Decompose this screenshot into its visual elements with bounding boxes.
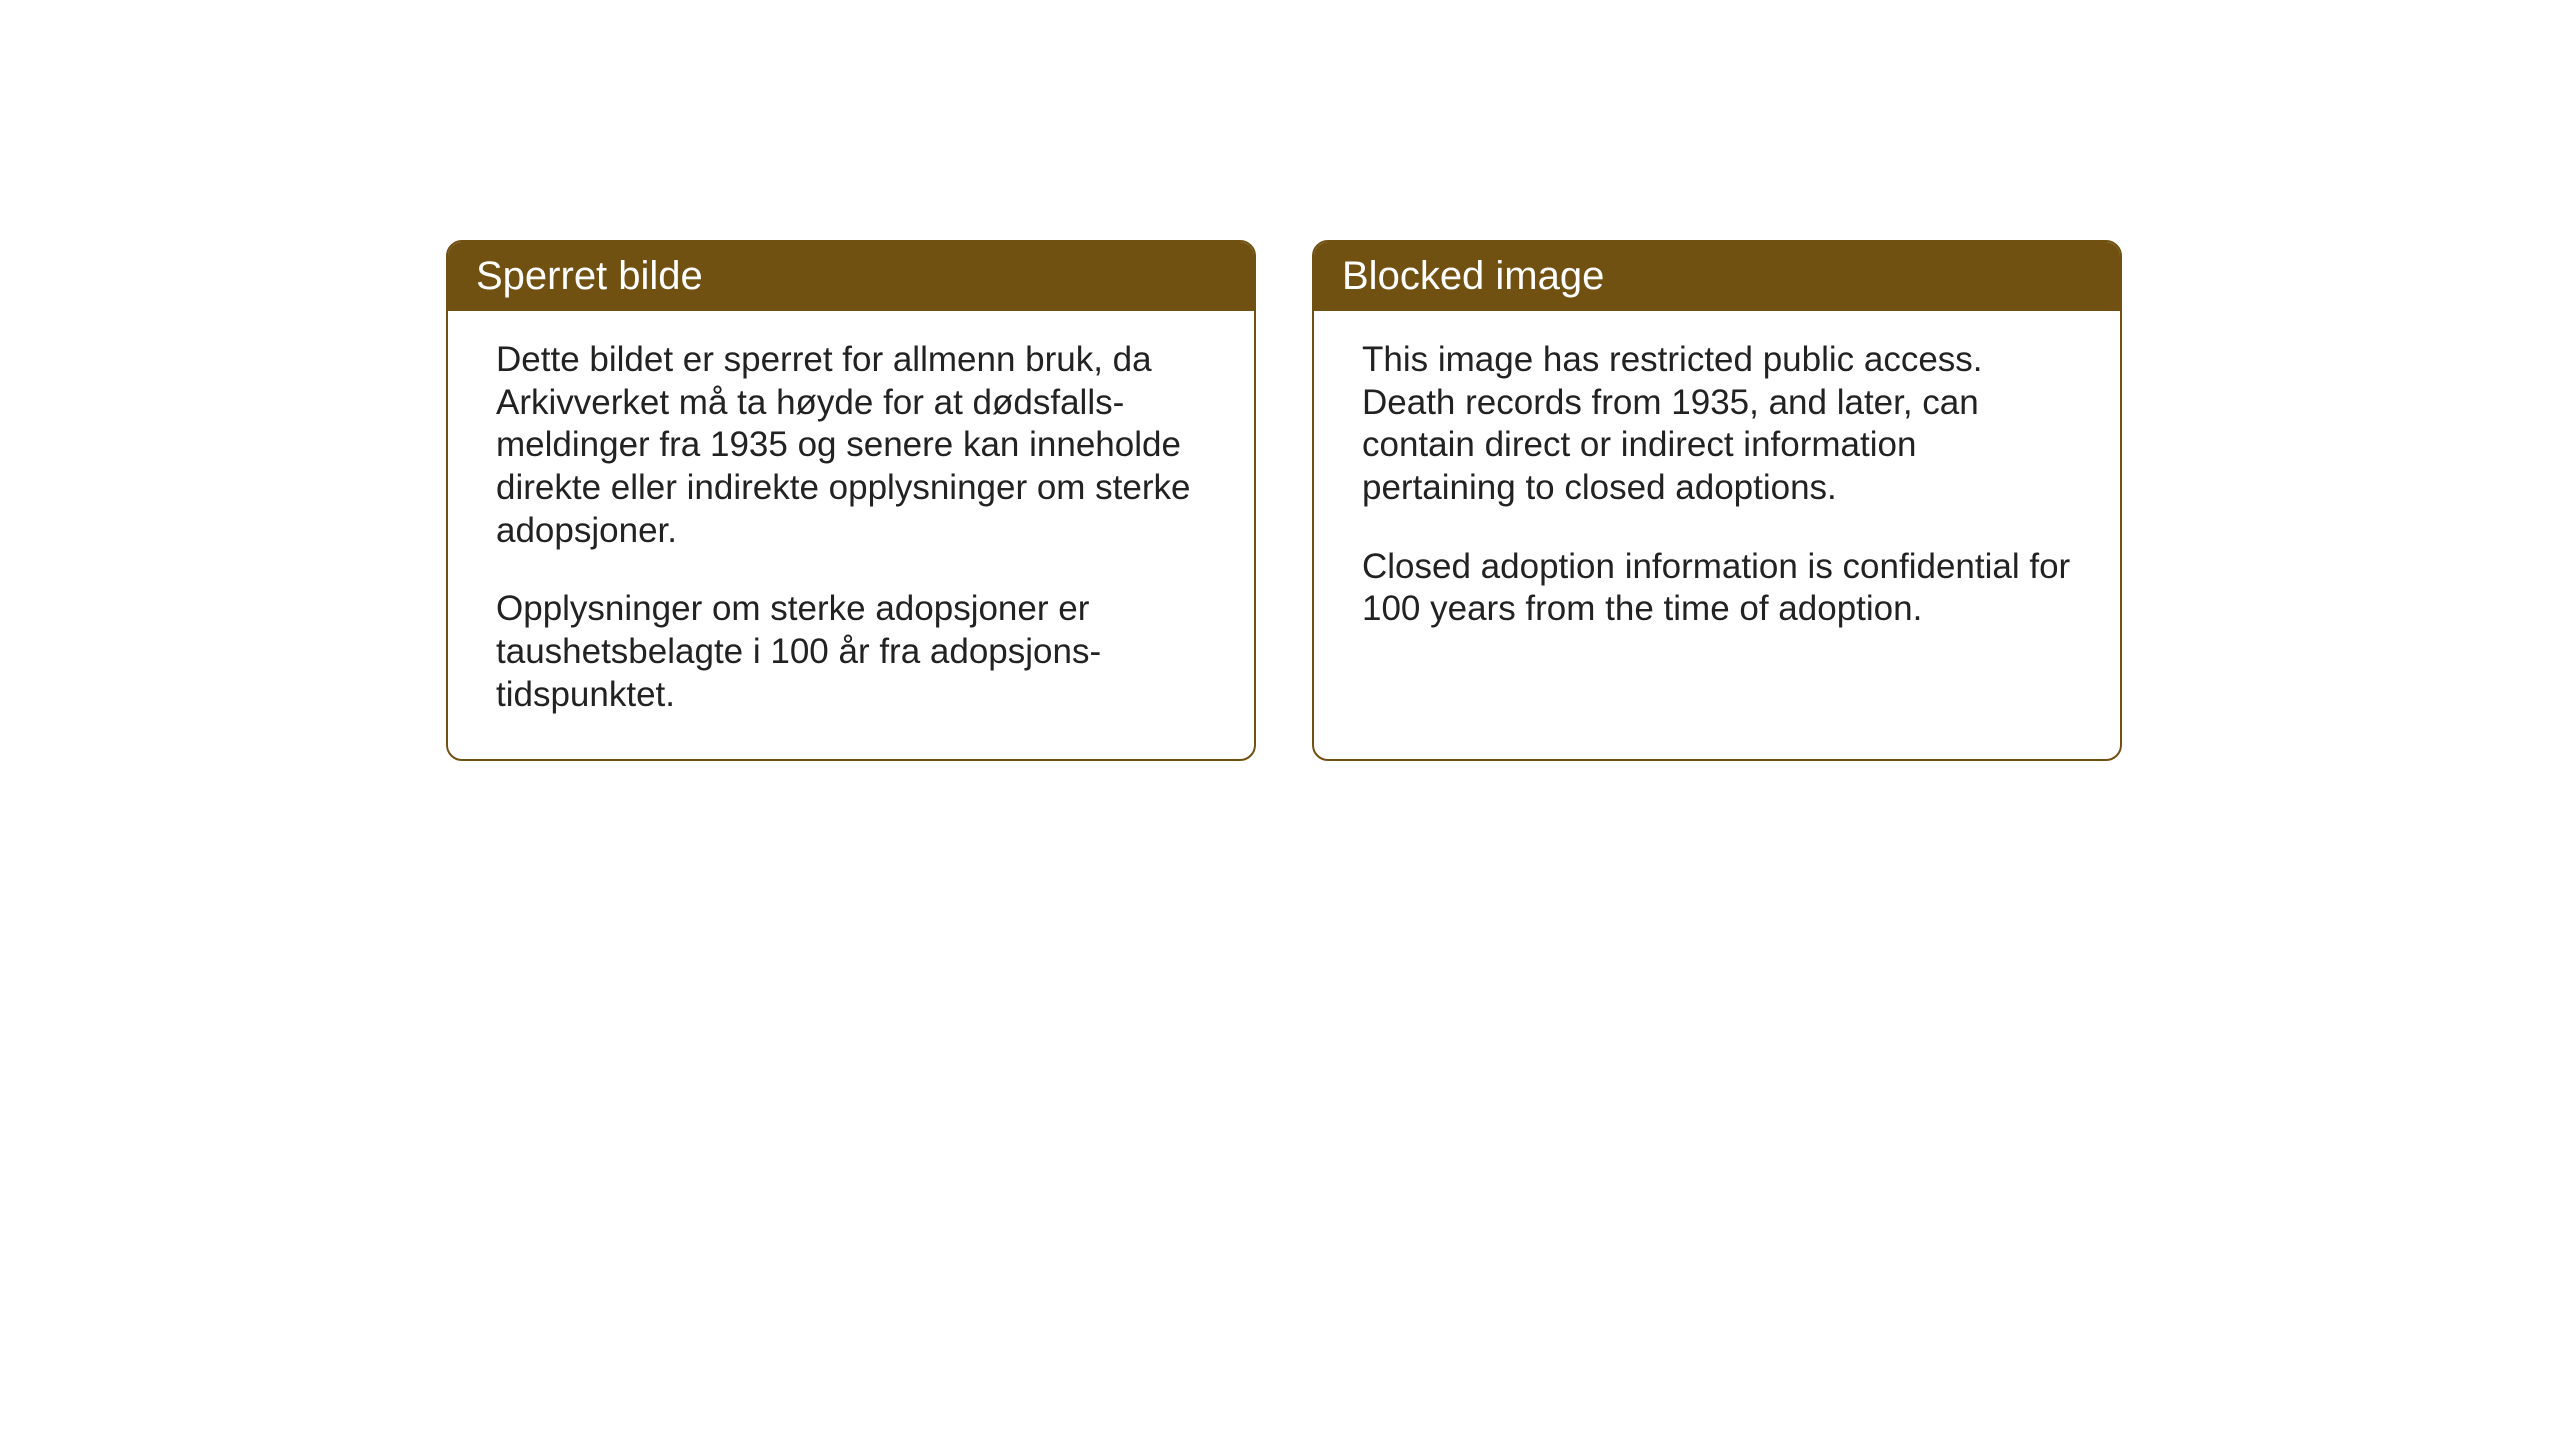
norwegian-card-title: Sperret bilde	[448, 242, 1254, 311]
english-notice-card: Blocked image This image has restricted …	[1312, 240, 2122, 761]
norwegian-paragraph-2: Opplysninger om sterke adopsjoner er tau…	[496, 588, 1206, 716]
english-paragraph-1: This image has restricted public access.…	[1362, 339, 2072, 510]
norwegian-paragraph-1: Dette bildet er sperret for allmenn bruk…	[496, 339, 1206, 552]
notice-container: Sperret bilde Dette bildet er sperret fo…	[446, 240, 2122, 761]
english-card-body: This image has restricted public access.…	[1314, 311, 2120, 759]
norwegian-notice-card: Sperret bilde Dette bildet er sperret fo…	[446, 240, 1256, 761]
english-card-title: Blocked image	[1314, 242, 2120, 311]
norwegian-card-body: Dette bildet er sperret for allmenn bruk…	[448, 311, 1254, 757]
english-paragraph-2: Closed adoption information is confident…	[1362, 546, 2072, 631]
